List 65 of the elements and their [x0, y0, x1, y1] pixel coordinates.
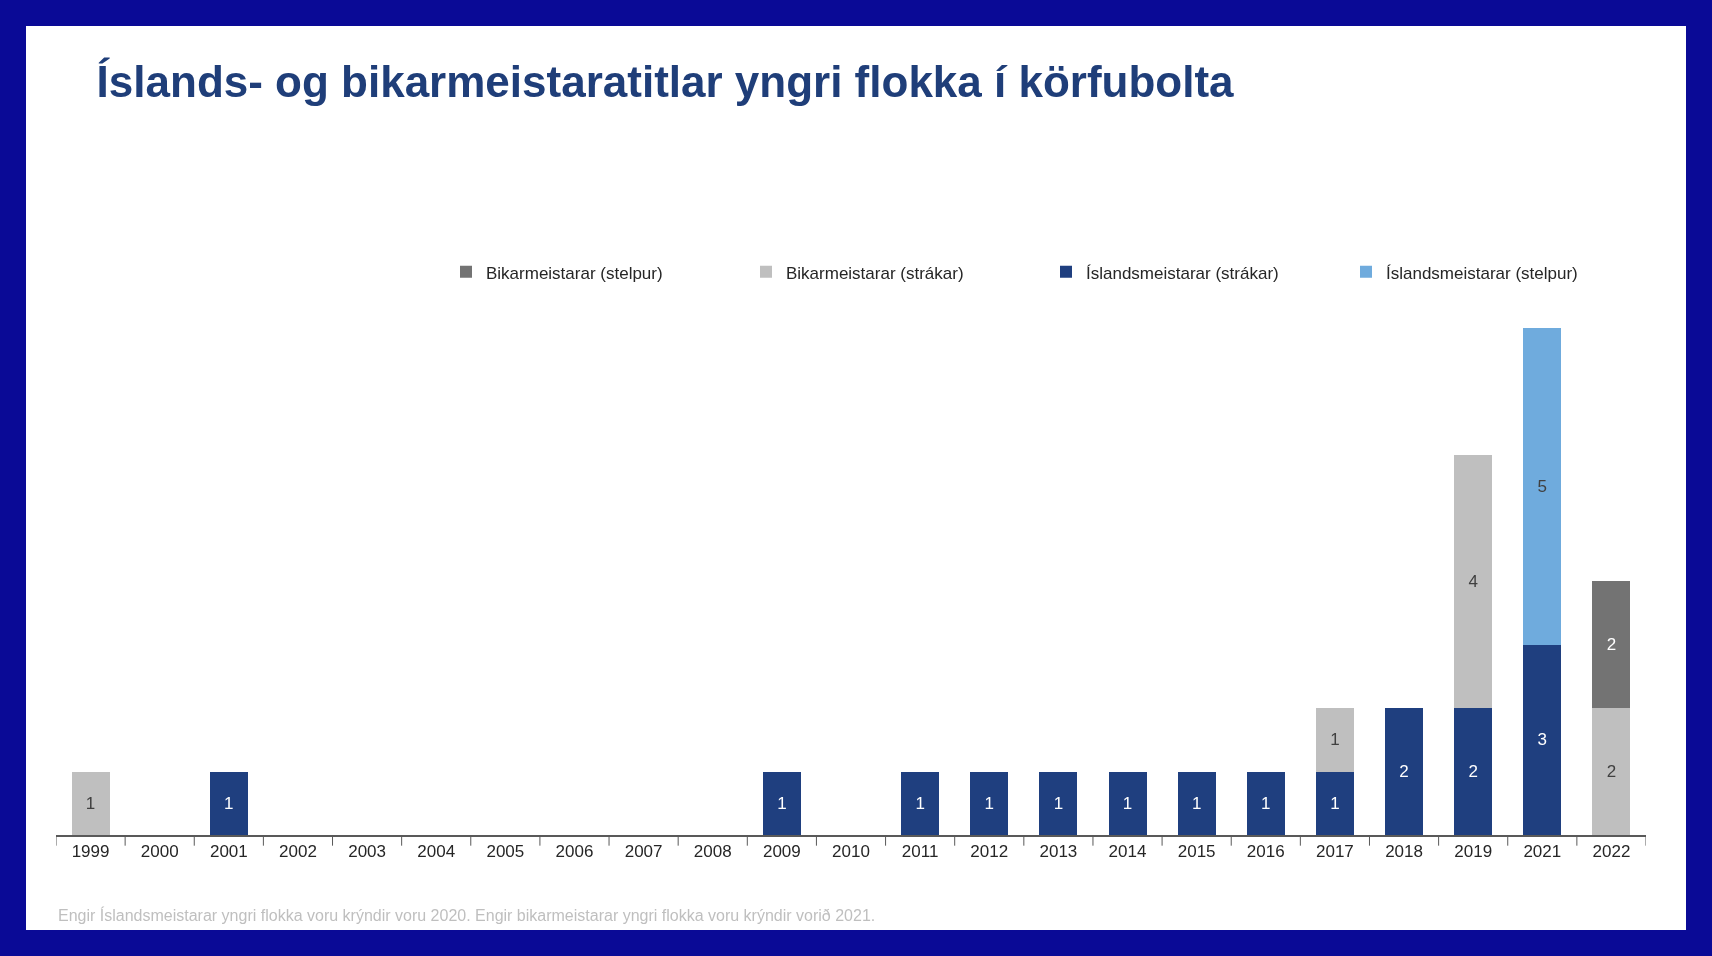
x-tick-label: 2003 [348, 842, 386, 862]
x-tick-label: 2022 [1592, 842, 1631, 862]
data-label: 1 [1330, 793, 1340, 813]
bar [71, 771, 110, 835]
legend-label: Íslandsmeistarar (strákar) [1086, 263, 1279, 283]
bar [1385, 708, 1424, 835]
x-tick-label: 2012 [970, 842, 1009, 862]
chart-title: Íslands- og bikarmeistaratitlar yngri flokka í körfubolta [96, 57, 1235, 107]
bar [1108, 771, 1147, 835]
data-label: 1 [1330, 730, 1340, 750]
data-label: 1 [1122, 793, 1133, 813]
x-tick-label: 2005 [486, 842, 525, 862]
bar [1454, 454, 1493, 709]
x-tick-label: 2007 [624, 842, 663, 862]
data-label: 1 [915, 793, 925, 813]
data-label: 1 [984, 793, 994, 813]
bar [1592, 581, 1631, 709]
bar [901, 771, 940, 835]
x-tick-label: 2019 [1454, 842, 1493, 862]
legend-label: Bikarmeistarar (strákar) [786, 263, 964, 283]
x-tick-label: 2016 [1246, 842, 1285, 862]
x-tick-label: 2008 [693, 842, 732, 862]
bar [1315, 708, 1354, 772]
data-label: 3 [1537, 730, 1548, 750]
legend-label: Íslandsmeistarar (stelpur) [1386, 263, 1578, 283]
data-label: 5 [1537, 476, 1548, 496]
bar [1523, 644, 1562, 835]
data-label: 1 [777, 793, 787, 813]
x-tick-label: 2017 [1316, 842, 1354, 862]
x-tick-label: 2001 [209, 842, 248, 862]
bar [1039, 771, 1078, 835]
x-tick-label: 2014 [1108, 842, 1147, 862]
bar [970, 771, 1009, 835]
bar [1246, 771, 1285, 835]
data-label: 1 [1191, 793, 1202, 813]
data-label: 1 [85, 793, 96, 813]
bar [1523, 327, 1562, 645]
x-tick-label: 2004 [417, 842, 456, 862]
bar [762, 771, 801, 835]
x-tick-label: 2018 [1385, 842, 1423, 862]
x-tick-label: 2015 [1177, 842, 1216, 862]
data-label: 1 [1053, 793, 1064, 813]
data-label: 2 [1399, 762, 1409, 782]
bar [1454, 708, 1493, 835]
x-tick-label: 2009 [762, 842, 801, 862]
data-label: 2 [1468, 762, 1478, 782]
x-tick-label: 2011 [901, 842, 939, 862]
x-tick-label: 1999 [71, 842, 110, 862]
x-tick-label: 2021 [1523, 842, 1562, 862]
data-label: 1 [1261, 793, 1271, 813]
data-label: 2 [1606, 635, 1617, 655]
bar [1592, 708, 1631, 835]
data-label: 1 [224, 793, 234, 813]
x-tick-label: 2006 [555, 842, 594, 862]
x-tick-label: 2002 [279, 842, 317, 862]
x-tick-label: 2013 [1039, 842, 1078, 862]
x-tick-label: 2010 [832, 842, 870, 862]
bar [209, 771, 248, 835]
text: Engir Íslandsmeistarar yngri flokka voru krýndir voru 2020. Engir bikarmeistarar yngri flokka voru krýndir vorið 2021. [58, 906, 876, 924]
data-label: 4 [1468, 571, 1478, 591]
data-label: 2 [1606, 762, 1617, 782]
bar [1315, 771, 1354, 835]
x-tick-label: 2000 [140, 842, 179, 862]
bar [1177, 771, 1216, 835]
legend-label: Bikarmeistarar (stelpur) [486, 263, 663, 283]
